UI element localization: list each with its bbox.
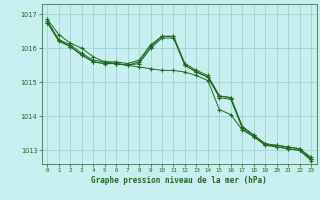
- X-axis label: Graphe pression niveau de la mer (hPa): Graphe pression niveau de la mer (hPa): [91, 176, 267, 185]
